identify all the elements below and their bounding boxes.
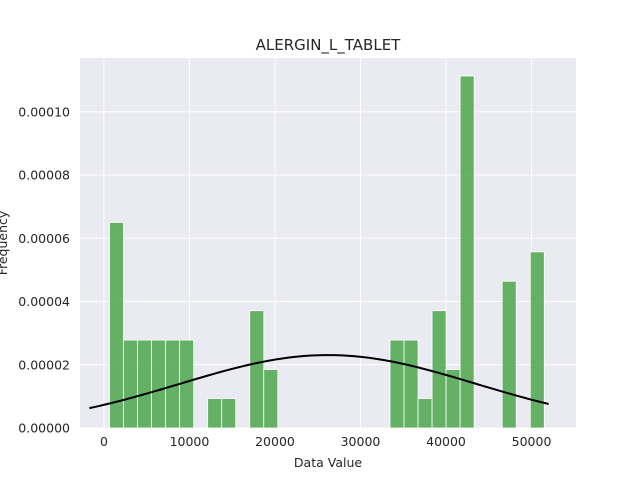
histogram-bar xyxy=(403,339,419,429)
density-curve xyxy=(89,354,549,410)
y-tick-label: 0.00002 xyxy=(18,357,70,372)
y-axis-label: Frequency xyxy=(0,210,10,275)
histogram-bar xyxy=(123,339,138,429)
x-tick-label: 0 xyxy=(100,434,108,449)
histogram-bar xyxy=(263,369,279,429)
x-tick-label: 20000 xyxy=(255,434,295,449)
histogram-bars xyxy=(109,75,545,429)
x-tick-label: 50000 xyxy=(512,434,552,449)
x-tick-label: 30000 xyxy=(341,434,381,449)
histogram-bar xyxy=(109,222,124,429)
histogram-bar xyxy=(151,339,167,429)
x-tick-label: 10000 xyxy=(170,434,210,449)
y-tick-label: 0.00010 xyxy=(18,104,70,119)
histogram-bar xyxy=(417,398,433,429)
histogram-bar xyxy=(431,310,447,429)
histogram-bar xyxy=(501,280,517,429)
x-axis-ticks: 0 10000 20000 30000 40000 50000 xyxy=(100,434,551,449)
y-tick-label: 0.00008 xyxy=(18,168,70,183)
histogram-bar xyxy=(207,398,223,429)
y-tick-label: 0.00000 xyxy=(18,421,70,436)
chart-title: ALERGIN_L_TABLET xyxy=(256,36,402,55)
histogram-bar xyxy=(529,251,545,429)
histogram-bar xyxy=(249,310,265,429)
histogram-bar xyxy=(221,398,237,429)
y-tick-label: 0.00006 xyxy=(18,231,70,246)
y-tick-label: 0.00004 xyxy=(18,294,70,309)
x-axis-label: Data Value xyxy=(294,455,362,470)
histogram-bar xyxy=(459,75,475,429)
y-axis-ticks: 0.00000 0.00002 0.00004 0.00006 0.00008 0.000… xyxy=(18,104,70,435)
histogram-bar xyxy=(389,339,405,429)
x-tick-label: 40000 xyxy=(426,434,466,449)
histogram-bar xyxy=(137,339,152,429)
